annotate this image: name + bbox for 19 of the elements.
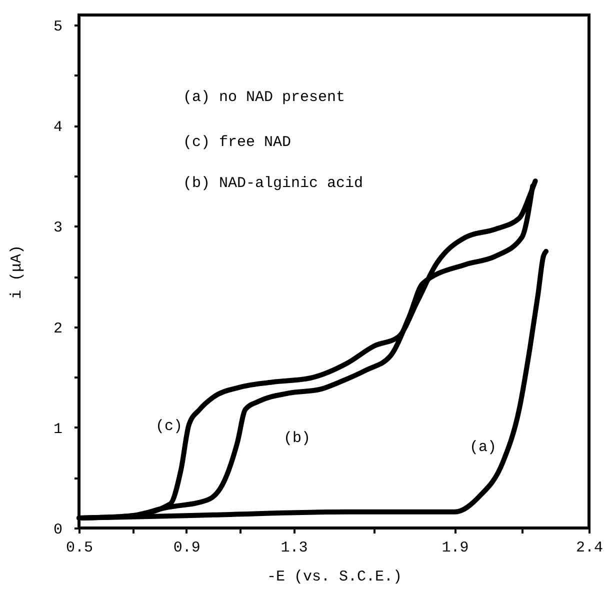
annotation: (c) free NAD (183, 134, 292, 151)
annotation: (b) (283, 430, 311, 447)
annotation: (a) (469, 439, 497, 456)
y-tick-label: 3 (53, 220, 62, 237)
y-tick-label: 4 (53, 119, 62, 136)
x-tick-label: 0.9 (173, 540, 200, 556)
annotation: (a) no NAD present (183, 89, 346, 106)
x-tick-label: 1.3 (280, 540, 308, 556)
x-tick-label: 2.4 (576, 540, 604, 556)
y-tick-label: 0 (53, 522, 62, 538)
x-tick-label: 0.5 (66, 540, 94, 556)
y-tick-label: 2 (53, 320, 62, 338)
x-tick-label: 1.9 (442, 540, 469, 556)
annotation: (b) NAD-alginic acid (183, 175, 364, 192)
y-tick-label: 1 (53, 420, 62, 438)
annotation: (c) (155, 418, 183, 435)
y-tick-label: 5 (53, 18, 62, 36)
x-axis-title: -E (vs. S.C.E.) (266, 568, 402, 586)
y-axis-title: i (μA) (8, 244, 26, 300)
